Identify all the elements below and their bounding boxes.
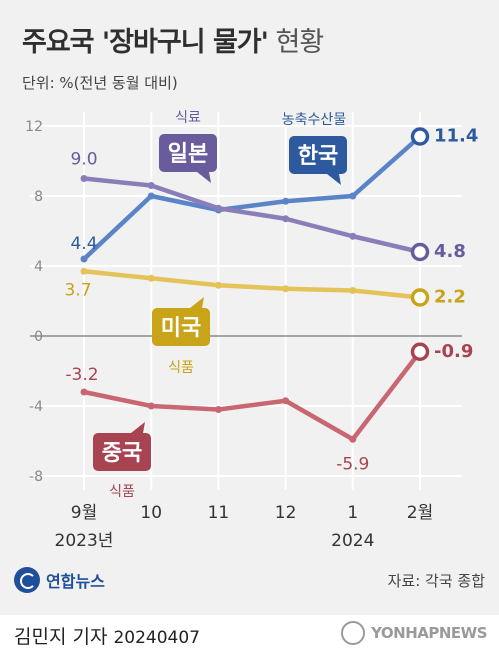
data-point (282, 285, 290, 293)
data-label: 3.7 (64, 280, 91, 300)
series-badge (289, 136, 347, 174)
data-label: 4.4 (70, 234, 97, 254)
source-note: 자료: 각국 종합 (387, 572, 485, 590)
series-name: 한국 (298, 144, 338, 169)
x-tick-label: 12 (275, 503, 297, 523)
x-tick-label: 9월 (71, 503, 97, 523)
title-bold: 주요국 '장바구니 물가' (22, 27, 269, 58)
data-label: 2.2 (434, 287, 466, 308)
data-point (147, 402, 155, 410)
data-point (282, 397, 290, 405)
data-label: -0.9 (434, 341, 473, 362)
data-point-end (410, 127, 430, 146)
data-point (147, 274, 155, 282)
series-line (81, 176, 423, 255)
data-label: 4.8 (434, 241, 466, 262)
title-suffix: 현황 (267, 27, 324, 58)
series-badge (152, 308, 210, 346)
series-note: 식료 (175, 110, 201, 126)
data-point (80, 267, 88, 275)
y-tick-label: 12 (25, 119, 43, 135)
y-tick-label: -8 (29, 469, 43, 485)
series-name: 미국 (161, 316, 201, 341)
data-point-end (410, 288, 430, 307)
data-point (214, 406, 222, 413)
y-tick-label: -4 (29, 399, 43, 415)
data-point (349, 287, 357, 294)
line-chart: 12 8 4 0 -4 -8 9월 2023년 10 11 12 1 2024 2월 4.4 11.4 한국 농축… (25, 110, 478, 551)
x-tick-label: 1 (347, 503, 358, 523)
watermark-icon (341, 621, 366, 645)
data-label: -3.2 (65, 365, 98, 385)
data-point (349, 435, 357, 443)
yonhap-logo-icon (14, 567, 40, 593)
badge-pointer (327, 174, 341, 185)
data-point (147, 192, 155, 200)
data-point (349, 232, 357, 240)
yonhap-logo: 연합뉴스 (14, 565, 105, 595)
y-tick-label: 8 (34, 189, 43, 205)
data-point (282, 197, 290, 205)
badge-pointer (197, 172, 211, 183)
series-line (81, 269, 423, 300)
watermark-text: YONHAPNEWS (371, 624, 487, 642)
x-sublabel: 2024 (331, 531, 374, 551)
badge-pointer (131, 422, 145, 433)
data-point (147, 182, 155, 189)
series-note: 식품 (168, 360, 194, 376)
data-label: 9.0 (70, 150, 97, 170)
author: 김민지 기자 (14, 626, 108, 648)
x-tick-label: 10 (140, 503, 162, 523)
series-note: 농축수산물 (282, 112, 347, 128)
unit-label: 단위: %(전년 동월 대비) (22, 74, 178, 92)
data-point (80, 388, 88, 396)
data-point (214, 281, 222, 289)
series-line (81, 349, 423, 442)
x-tick-label: 11 (208, 503, 230, 523)
x-tick-label: 2월 (407, 503, 433, 523)
data-point (214, 204, 222, 212)
y-tick-label: 0 (34, 329, 43, 345)
series-badge (93, 433, 151, 471)
logo-text: 연합뉴스 (46, 572, 105, 591)
data-point-end (410, 342, 430, 361)
data-point (80, 175, 88, 182)
series-badge (159, 134, 217, 172)
x-sublabel: 2023년 (55, 531, 114, 551)
series-note: 식품 (109, 484, 135, 500)
data-point-end (410, 242, 430, 262)
badge-pointer (190, 297, 204, 308)
data-label: 11.4 (434, 126, 478, 147)
series-line (81, 134, 423, 262)
data-label: -5.9 (336, 454, 369, 474)
publish-date: 20240407 (113, 628, 200, 648)
byline: 김민지 기자 20240407 (14, 622, 200, 649)
yonhapnews-watermark: YONHAPNEWS (341, 618, 487, 648)
y-tick-label: 4 (34, 259, 43, 275)
chart-title: 주요국 '장바구니 물가' 현황 (22, 20, 324, 59)
series-name: 일본 (168, 142, 208, 167)
data-point (80, 255, 88, 263)
series-name: 중국 (102, 441, 142, 466)
data-point (282, 215, 290, 223)
data-point (349, 192, 357, 200)
